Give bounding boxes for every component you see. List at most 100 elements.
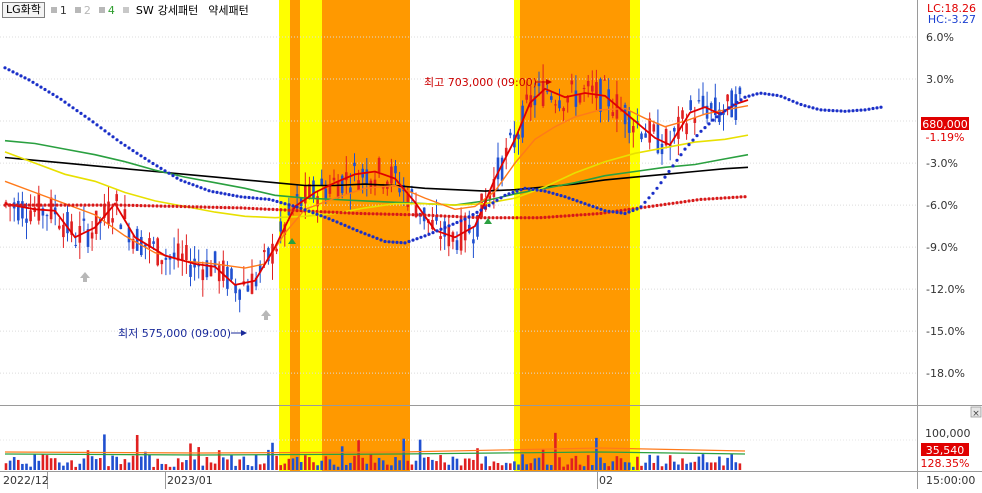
dots-red-dot	[343, 211, 347, 215]
volume-bar	[172, 466, 176, 470]
volume-bar	[541, 448, 545, 470]
weak-pattern-label: 약세패턴	[208, 4, 249, 17]
dots-blue-dot	[523, 186, 527, 190]
dots-blue-dot	[415, 237, 419, 241]
volume-close-button[interactable]: ×	[970, 406, 982, 419]
dots-red-dot	[663, 202, 667, 206]
dots-blue-dot	[151, 161, 155, 166]
dots-red-dot	[527, 216, 531, 220]
dots-blue-dot	[75, 109, 79, 113]
volume-bar	[586, 455, 590, 470]
dots-blue-dot	[403, 241, 407, 245]
dots-blue-dot	[863, 108, 867, 112]
dots-red-dot	[655, 203, 659, 208]
volume-bar	[554, 432, 557, 470]
dots-blue-dot	[339, 222, 343, 226]
candle-body	[480, 193, 483, 218]
dots-red-dot	[275, 208, 279, 212]
volume-bar	[312, 462, 315, 470]
volume-bar	[279, 465, 282, 470]
dots-red-dot	[459, 215, 463, 219]
candle-body	[295, 194, 299, 197]
volume-bar	[545, 464, 549, 470]
volume-badge-value: 35,540	[926, 444, 965, 457]
legend-number-4[interactable]: 4	[107, 3, 115, 17]
volume-bar	[591, 465, 594, 470]
volume-bar	[496, 462, 500, 470]
volume-bar	[217, 450, 221, 470]
candle-body	[271, 243, 274, 264]
dots-blue-dot	[803, 104, 807, 108]
ma-green-line	[4, 139, 749, 206]
volume-bar	[152, 466, 155, 470]
dots-blue-dot	[155, 164, 159, 168]
candle-body	[701, 95, 705, 108]
dots-blue-dot	[727, 106, 731, 110]
candle-body	[205, 260, 209, 278]
dots-blue-dot	[519, 188, 523, 192]
time-label-start: 2022/12	[3, 474, 49, 487]
volume-bar	[8, 460, 12, 470]
stock-name-box[interactable]: LG화학	[2, 2, 45, 18]
volume-bar	[222, 457, 225, 470]
dots-blue-dot	[159, 166, 163, 170]
dots-red-dot	[139, 204, 143, 208]
dots-red-dot	[739, 195, 743, 199]
candle-body	[377, 158, 381, 172]
candle-body	[697, 100, 701, 102]
dots-blue-dot	[95, 123, 99, 127]
dots-blue-dot	[335, 220, 339, 224]
volume-bar	[439, 455, 442, 470]
volume-bar	[213, 463, 217, 470]
candle-body	[209, 265, 213, 277]
dots-blue-dot	[399, 241, 403, 245]
volume-bar	[29, 466, 32, 470]
dots-blue-dot	[303, 208, 307, 212]
volume-bar	[304, 455, 307, 470]
dots-red-dot	[135, 203, 139, 208]
dots-blue-dot	[611, 210, 615, 214]
dots-red-dot	[455, 215, 459, 219]
candle-body	[213, 251, 217, 267]
volume-bar	[357, 440, 360, 470]
dots-blue-dot	[319, 214, 323, 218]
dots-blue-dot	[487, 203, 491, 207]
dots-red-dot	[439, 214, 443, 218]
dots-red-dot	[3, 203, 7, 207]
dots-red-dot	[51, 203, 55, 207]
dots-red-dot	[7, 203, 11, 207]
volume-bar	[599, 457, 602, 470]
candle-body	[189, 264, 192, 277]
dots-blue-dot	[695, 134, 699, 138]
dots-red-dot	[599, 211, 603, 215]
indicator-series	[3, 66, 883, 286]
volume-bar	[119, 464, 123, 470]
dots-blue-dot	[243, 195, 247, 199]
candle-body	[603, 79, 606, 81]
candle-body	[283, 224, 287, 235]
candle-body	[406, 193, 410, 207]
legend-number-2[interactable]: 2	[83, 3, 91, 17]
dots-blue-dot	[311, 211, 315, 215]
dots-blue-dot	[511, 190, 515, 195]
volume-bar	[459, 465, 463, 470]
dots-red-dot	[39, 203, 43, 207]
volume-bar	[21, 463, 24, 470]
legend-number-1[interactable]: 1	[59, 3, 67, 17]
dots-blue-dot	[71, 106, 75, 110]
volume-bar	[562, 466, 565, 470]
candle-body	[123, 209, 127, 220]
candle-body	[435, 215, 438, 221]
candle-body	[365, 169, 369, 185]
dots-red-dot	[359, 211, 363, 216]
dots-red-dot	[387, 212, 391, 216]
candle-body	[45, 215, 49, 217]
volume-bar	[406, 460, 410, 470]
volume-bar	[25, 463, 28, 470]
time-label-clock: 15:00:00	[926, 474, 975, 487]
dots-red-dot	[123, 203, 127, 207]
candle-body	[726, 94, 729, 102]
dots-red-dot	[179, 204, 183, 209]
dots-blue-dot	[351, 227, 355, 231]
candle-body	[472, 239, 475, 244]
